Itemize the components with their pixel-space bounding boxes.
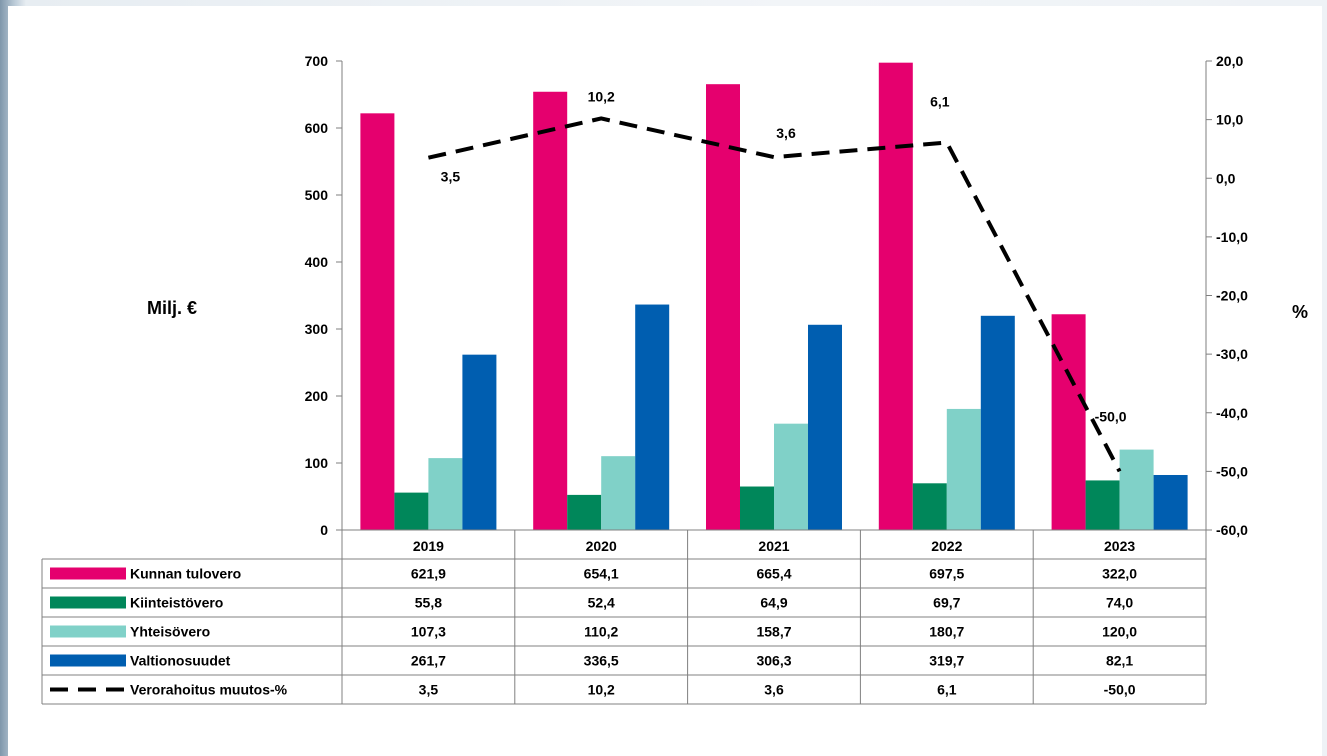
left-tick-label: 500: [305, 187, 329, 203]
legend-label: Kiinteistövero: [130, 595, 223, 611]
x-tick-label: 2022: [931, 538, 962, 554]
right-tick-label: -20,0: [1216, 288, 1248, 304]
table-cell-value: 69,7: [933, 595, 960, 611]
table-cell-value: 6,1: [937, 682, 957, 698]
left-tick-label: 100: [305, 455, 329, 471]
table-cell-value: 319,7: [929, 653, 964, 669]
bar-kiinteist-vero-2022: [912, 483, 947, 530]
right-tick-label: 20,0: [1216, 53, 1243, 69]
table-cell-value: 55,8: [415, 595, 442, 611]
table-cell-value: 336,5: [584, 653, 619, 669]
table-cell-value: 697,5: [929, 566, 964, 582]
bar-yhteis-vero-2023: [1119, 449, 1154, 530]
left-tick-label: 600: [305, 120, 329, 136]
table-cell-value: 322,0: [1102, 566, 1137, 582]
legend-swatch: [50, 625, 126, 638]
legend-label: Yhteisövero: [130, 624, 210, 640]
left-tick-label: 300: [305, 321, 329, 337]
table-cell-value: 621,9: [411, 566, 446, 582]
table-cell-value: 665,4: [756, 566, 791, 582]
x-tick-label: 2023: [1104, 538, 1135, 554]
table-cell-value: 306,3: [756, 653, 791, 669]
bar-kunnan-tulovero-2022: [878, 62, 913, 531]
bar-valtionosuudet-2022: [980, 315, 1015, 530]
bar-yhteis-vero-2022: [946, 408, 981, 530]
table-cell-value: 3,5: [419, 682, 439, 698]
bar-kunnan-tulovero-2019: [360, 113, 395, 531]
y2-axis-title: %: [1292, 302, 1308, 322]
table-cell-value: 654,1: [584, 566, 619, 582]
bar-valtionosuudet-2020: [635, 304, 670, 530]
right-tick-label: -60,0: [1216, 522, 1248, 538]
left-tick-label: 400: [305, 254, 329, 270]
line-data-label: -50,0: [1095, 408, 1127, 424]
chart-card: 0 100 200 300 400 500 600 700 -60,0 -50,0 -40,0 -30…: [8, 6, 1322, 756]
table-cell-value: 3,6: [764, 682, 784, 698]
legend-label: Kunnan tulovero: [130, 566, 241, 582]
table-cell-value: 110,2: [584, 624, 618, 640]
right-tick-label: -30,0: [1216, 346, 1248, 362]
table-cell-value: 180,7: [929, 624, 964, 640]
table-cell-value: -50,0: [1104, 682, 1136, 698]
table-cell-value: 74,0: [1106, 595, 1133, 611]
bar-kunnan-tulovero-2021: [706, 84, 740, 530]
right-tick-label: 10,0: [1216, 112, 1243, 128]
combo-chart: 0 100 200 300 400 500 600 700 -60,0 -50,0 -40,0 -30…: [41, 53, 1308, 705]
y-axis-title: Milj. €: [147, 298, 197, 318]
bar-valtionosuudet-2021: [808, 324, 842, 530]
bar-yhteis-vero-2020: [601, 456, 636, 530]
legend-swatch: [50, 654, 126, 667]
x-tick-label: 2021: [758, 538, 789, 554]
line-data-label: 10,2: [588, 88, 615, 104]
right-tick-label: -40,0: [1216, 405, 1248, 421]
table-cell-value: 261,7: [411, 653, 446, 669]
left-tick-label: 0: [320, 522, 328, 538]
bar-kiinteist-vero-2020: [567, 494, 602, 530]
table-cell-value: 82,1: [1106, 653, 1133, 669]
bar-valtionosuudet-2019: [462, 354, 497, 530]
right-tick-label: 0,0: [1216, 170, 1236, 186]
table-cell-value: 10,2: [588, 682, 615, 698]
bar-kiinteist-vero-2021: [740, 486, 774, 530]
legend-swatch: [50, 567, 126, 580]
x-tick-label: 2019: [413, 538, 444, 554]
x-tick-label: 2020: [586, 538, 617, 554]
legend-swatch: [50, 596, 126, 609]
line-data-label: 6,1: [930, 93, 950, 109]
line-data-label: 3,6: [776, 125, 796, 141]
bar-kunnan-tulovero-2023: [1051, 314, 1086, 530]
right-tick-label: -50,0: [1216, 463, 1248, 479]
bar-kunnan-tulovero-2020: [533, 91, 568, 531]
table-cell-value: 120,0: [1102, 624, 1137, 640]
right-tick-label: -10,0: [1216, 229, 1248, 245]
table-cell-value: 52,4: [588, 595, 615, 611]
table-cell-value: 107,3: [411, 624, 446, 640]
line-data-label: 3,5: [441, 169, 461, 185]
bar-kiinteist-vero-2019: [394, 492, 429, 530]
legend-label: Valtionosuudet: [130, 653, 231, 669]
line-verorahoitus-muutos: [427, 116, 1122, 473]
legend-label: Verorahoitus muutos-%: [130, 682, 288, 698]
left-tick-label: 200: [305, 388, 329, 404]
bar-valtionosuudet-2023: [1153, 474, 1188, 530]
bar-kiinteist-vero-2023: [1085, 480, 1120, 530]
left-tick-label: 700: [305, 53, 329, 69]
bar-yhteis-vero-2021: [774, 423, 808, 530]
bar-yhteis-vero-2019: [428, 458, 463, 530]
table-cell-value: 158,7: [756, 624, 791, 640]
table-cell-value: 64,9: [760, 595, 787, 611]
